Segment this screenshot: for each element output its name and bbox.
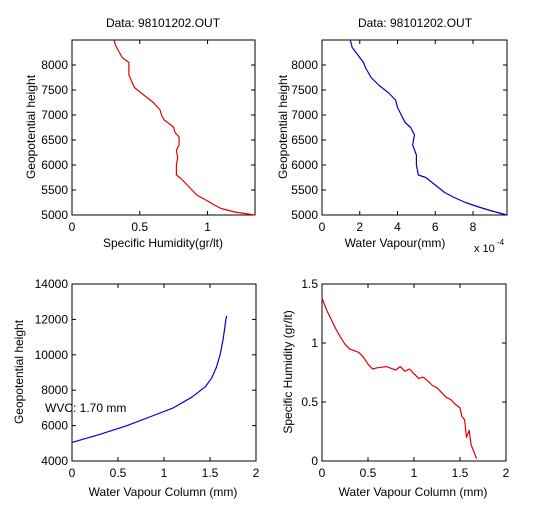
x-tick-label: 0 [319, 466, 326, 480]
panel-specific-humidity-profile: Data: 98101202.OUT Specific Humidity(gr/… [24, 16, 256, 250]
plot-frame [321, 39, 508, 216]
y-tick-label: 5500 [41, 183, 68, 197]
y-axis-label: Geopotential height [24, 74, 38, 179]
y-tick-label: 7000 [41, 108, 68, 122]
y-tick-label: 6000 [291, 158, 318, 172]
y-tick-label: 12000 [35, 312, 69, 326]
x-tick-label: 2 [253, 466, 260, 480]
y-tick-label: 0 [311, 454, 318, 468]
x-tick-label: 6 [432, 220, 439, 234]
x-axis-label: Water Vapour(mm) [345, 236, 446, 250]
y-tick-label: 4000 [41, 454, 68, 468]
series-line [349, 39, 508, 216]
x-axis-label: Water Vapour Column (mm) [89, 485, 238, 499]
y-tick-label: 7500 [41, 83, 68, 97]
x-tick-label: 2 [356, 220, 363, 234]
y-tick-label: 7500 [291, 83, 318, 97]
x-tick-label: 1 [161, 466, 168, 480]
x-tick-label: 1.5 [202, 466, 219, 480]
y-tick-label: 6500 [41, 133, 68, 147]
x-axis-exponent-base: x 10 [474, 243, 495, 255]
panel-water-vapour-column: Water Vapour Column (mm) Geopotential he… [12, 277, 260, 499]
x-axis-exponent-power: -4 [497, 238, 505, 247]
x-tick-label: 1 [411, 466, 418, 480]
x-tick-label: 1.5 [452, 466, 469, 480]
x-tick-label: 8 [470, 220, 477, 234]
series-line [113, 39, 256, 216]
panel-title: Data: 98101202.OUT [358, 16, 473, 30]
x-tick-label: 0 [319, 220, 326, 234]
panel-humidity-vs-column: Water Vapour Column (mm) Specific Humidi… [281, 277, 510, 499]
y-tick-label: 6500 [291, 133, 318, 147]
x-tick-label: 1 [204, 220, 211, 234]
x-axis-label: Water Vapour Column (mm) [339, 485, 488, 499]
y-tick-label: 8000 [291, 58, 318, 72]
y-axis-label: Geopotential height [276, 74, 290, 179]
y-tick-label: 6000 [41, 158, 68, 172]
y-tick-label: 0.5 [301, 395, 318, 409]
y-tick-label: 10000 [35, 348, 69, 362]
y-tick-label: 1.5 [301, 277, 318, 291]
plot-frame [71, 39, 256, 216]
y-tick-label: 1 [311, 336, 318, 350]
x-axis-label: Specific Humidity(gr/lt) [103, 236, 223, 250]
y-tick-label: 5000 [291, 208, 318, 222]
y-tick-label: 5500 [291, 183, 318, 197]
x-tick-label: 0.5 [110, 466, 127, 480]
series-line [71, 315, 228, 443]
x-tick-label: 0 [69, 220, 76, 234]
y-tick-label: 5000 [41, 208, 68, 222]
wvc-annotation: WVC: 1.70 mm [45, 401, 126, 415]
series-line [321, 297, 478, 459]
panel-title: Data: 98101202.OUT [106, 16, 221, 30]
x-tick-label: 0.5 [360, 466, 377, 480]
x-tick-label: 2 [503, 466, 510, 480]
y-tick-label: 8000 [41, 383, 68, 397]
x-tick-label: 4 [394, 220, 401, 234]
y-tick-label: 14000 [35, 277, 69, 291]
y-tick-label: 7000 [291, 108, 318, 122]
x-tick-label: 0 [69, 466, 76, 480]
y-axis-label: Geopotential height [12, 319, 26, 424]
plot-frame [321, 283, 507, 462]
y-axis-label: Specific Humidity (gr/lt) [281, 310, 295, 433]
panel-water-vapour-profile: Data: 98101202.OUT Water Vapour(mm) Geop… [276, 16, 508, 255]
x-tick-label: 0.5 [131, 220, 148, 234]
y-tick-label: 6000 [41, 419, 68, 433]
y-tick-label: 8000 [41, 58, 68, 72]
